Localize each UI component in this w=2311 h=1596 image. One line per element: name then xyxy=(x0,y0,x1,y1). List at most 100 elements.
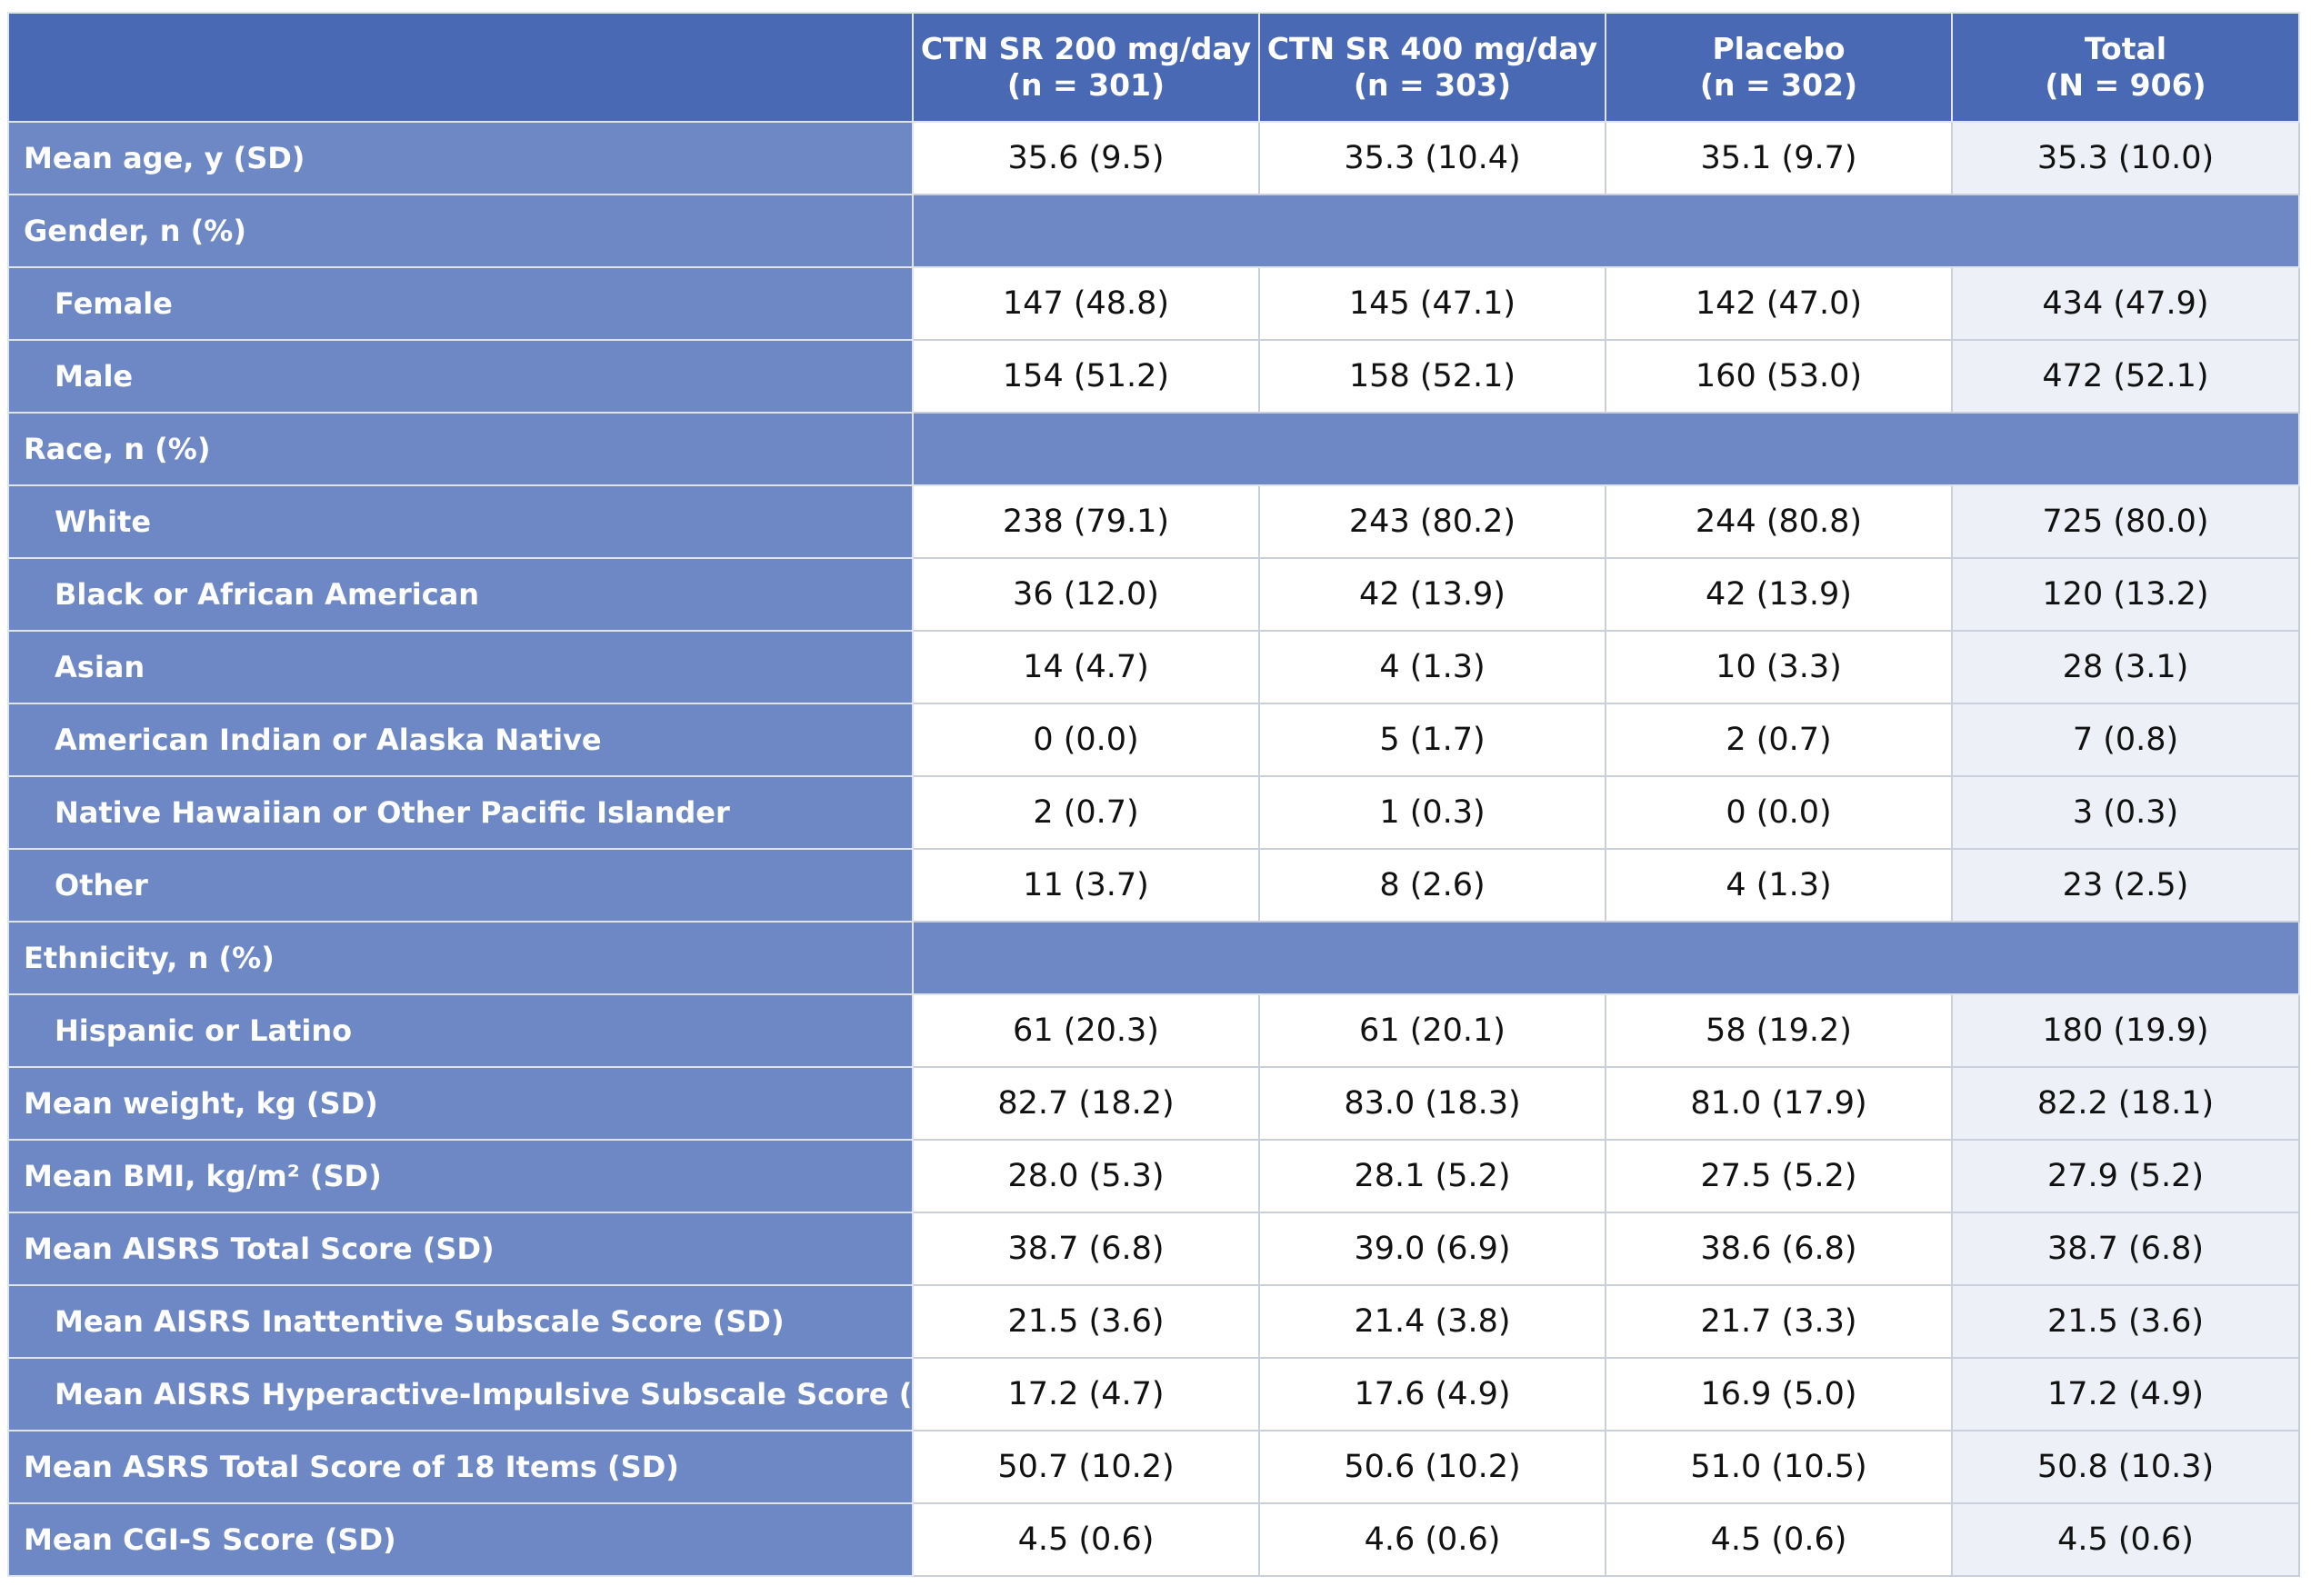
row-label: Asian xyxy=(7,630,914,704)
cell: 27.5 (5.2) xyxy=(1605,1139,1953,1213)
cell: 4.5 (0.6) xyxy=(1605,1502,1953,1577)
table-row: Male 154 (51.2) 158 (52.1) 160 (53.0) 472 (5… xyxy=(7,339,2300,414)
section-fill xyxy=(912,194,2300,268)
section-fill xyxy=(912,412,2300,486)
cell: 158 (52.1) xyxy=(1258,339,1606,414)
table-row: Black or African American 36 (12.0) 42 (13… xyxy=(7,557,2300,632)
cell: 4.6 (0.6) xyxy=(1258,1502,1606,1577)
table-row: Mean AISRS Total Score (SD) 38.7 (6.8) 39.… xyxy=(7,1212,2300,1286)
cell: 2 (0.7) xyxy=(912,775,1260,850)
row-label: White xyxy=(7,484,914,559)
cell: 725 (80.0) xyxy=(1951,484,2300,559)
cell: 5 (1.7) xyxy=(1258,703,1606,777)
row-label: Other xyxy=(7,848,914,923)
table-row: Mean CGI-S Score (SD) 4.5 (0.6) 4.6 (0.6) 4… xyxy=(7,1502,2300,1577)
cell: 81.0 (17.9) xyxy=(1605,1066,1953,1141)
cell: 10 (3.3) xyxy=(1605,630,1953,704)
row-label: Gender, n (%) xyxy=(7,194,914,268)
row-label: Ethnicity, n (%) xyxy=(7,921,914,995)
table-row: Mean AISRS Hyperactive-Impulsive Subscal… xyxy=(7,1357,2300,1431)
cell: 28.1 (5.2) xyxy=(1258,1139,1606,1213)
cell: 4.5 (0.6) xyxy=(912,1502,1260,1577)
cell: 120 (13.2) xyxy=(1951,557,2300,632)
table-row: Mean age, y (SD) 35.6 (9.5) 35.3 (10.4) 35.… xyxy=(7,121,2300,195)
row-label: American Indian or Alaska Native xyxy=(7,703,914,777)
cell: 61 (20.1) xyxy=(1258,993,1606,1068)
cell: 145 (47.1) xyxy=(1258,266,1606,341)
cell: 42 (13.9) xyxy=(1258,557,1606,632)
table-row: Mean AISRS Inattentive Subscale Score (S… xyxy=(7,1284,2300,1359)
cell: 434 (47.9) xyxy=(1951,266,2300,341)
cell: 21.7 (3.3) xyxy=(1605,1284,1953,1359)
cell: 0 (0.0) xyxy=(1605,775,1953,850)
table-body: Mean age, y (SD) 35.6 (9.5) 35.3 (10.4) 35.… xyxy=(7,121,2300,1577)
row-label: Race, n (%) xyxy=(7,412,914,486)
cell: 11 (3.7) xyxy=(912,848,1260,923)
table-row: Race, n (%) xyxy=(7,412,2300,486)
cell: 28 (3.1) xyxy=(1951,630,2300,704)
cell: 39.0 (6.9) xyxy=(1258,1212,1606,1286)
table-row: Gender, n (%) xyxy=(7,194,2300,268)
row-label: Mean ASRS Total Score of 18 Items (SD) xyxy=(7,1430,914,1504)
column-header: Total (N = 906) xyxy=(1951,12,2300,123)
table-row: Asian 14 (4.7) 4 (1.3) 10 (3.3) 28 (3.1) xyxy=(7,630,2300,704)
cell: 3 (0.3) xyxy=(1951,775,2300,850)
cell: 35.3 (10.0) xyxy=(1951,121,2300,195)
cell: 82.7 (18.2) xyxy=(912,1066,1260,1141)
row-label: Mean AISRS Hyperactive-Impulsive Subscal… xyxy=(7,1357,914,1431)
table-row: Female 147 (48.8) 145 (47.1) 142 (47.0) 434 … xyxy=(7,266,2300,341)
cell: 4 (1.3) xyxy=(1605,848,1953,923)
cell: 154 (51.2) xyxy=(912,339,1260,414)
cell: 23 (2.5) xyxy=(1951,848,2300,923)
row-label: Mean CGI-S Score (SD) xyxy=(7,1502,914,1577)
table-row: Hispanic or Latino 61 (20.3) 61 (20.1) 58 (… xyxy=(7,993,2300,1068)
section-fill xyxy=(912,921,2300,995)
cell: 21.5 (3.6) xyxy=(912,1284,1260,1359)
demographics-table: CTN SR 200 mg/day (n = 301) CTN SR 400 mg… xyxy=(7,12,2300,1577)
table-row: American Indian or Alaska Native 0 (0.0) 5… xyxy=(7,703,2300,777)
cell: 58 (19.2) xyxy=(1605,993,1953,1068)
row-label: Mean AISRS Total Score (SD) xyxy=(7,1212,914,1286)
cell: 17.6 (4.9) xyxy=(1258,1357,1606,1431)
cell: 50.6 (10.2) xyxy=(1258,1430,1606,1504)
cell: 83.0 (18.3) xyxy=(1258,1066,1606,1141)
cell: 8 (2.6) xyxy=(1258,848,1606,923)
row-label: Male xyxy=(7,339,914,414)
row-label: Mean AISRS Inattentive Subscale Score (S… xyxy=(7,1284,914,1359)
cell: 42 (13.9) xyxy=(1605,557,1953,632)
row-label: Female xyxy=(7,266,914,341)
cell: 1 (0.3) xyxy=(1258,775,1606,850)
cell: 35.1 (9.7) xyxy=(1605,121,1953,195)
cell: 28.0 (5.3) xyxy=(912,1139,1260,1213)
cell: 244 (80.8) xyxy=(1605,484,1953,559)
cell: 35.6 (9.5) xyxy=(912,121,1260,195)
cell: 14 (4.7) xyxy=(912,630,1260,704)
cell: 243 (80.2) xyxy=(1258,484,1606,559)
cell: 35.3 (10.4) xyxy=(1258,121,1606,195)
cell: 38.7 (6.8) xyxy=(912,1212,1260,1286)
table-row: Mean weight, kg (SD) 82.7 (18.2) 83.0 (18.… xyxy=(7,1066,2300,1141)
header-row: CTN SR 200 mg/day (n = 301) CTN SR 400 mg… xyxy=(7,12,2300,123)
cell: 180 (19.9) xyxy=(1951,993,2300,1068)
cell: 61 (20.3) xyxy=(912,993,1260,1068)
row-label: Mean weight, kg (SD) xyxy=(7,1066,914,1141)
cell: 238 (79.1) xyxy=(912,484,1260,559)
cell: 21.4 (3.8) xyxy=(1258,1284,1606,1359)
cell: 4 (1.3) xyxy=(1258,630,1606,704)
cell: 160 (53.0) xyxy=(1605,339,1953,414)
table-row: White 238 (79.1) 243 (80.2) 244 (80.8) 725 (… xyxy=(7,484,2300,559)
table-row: Ethnicity, n (%) xyxy=(7,921,2300,995)
cell: 2 (0.7) xyxy=(1605,703,1953,777)
column-header: CTN SR 200 mg/day (n = 301) xyxy=(912,12,1260,123)
cell: 17.2 (4.7) xyxy=(912,1357,1260,1431)
column-header: Placebo (n = 302) xyxy=(1605,12,1953,123)
table-row: Native Hawaiian or Other Pacific Islande… xyxy=(7,775,2300,850)
cell: 51.0 (10.5) xyxy=(1605,1430,1953,1504)
cell: 38.7 (6.8) xyxy=(1951,1212,2300,1286)
cell: 82.2 (18.1) xyxy=(1951,1066,2300,1141)
cell: 472 (52.1) xyxy=(1951,339,2300,414)
cell: 27.9 (5.2) xyxy=(1951,1139,2300,1213)
table-row: Other 11 (3.7) 8 (2.6) 4 (1.3) 23 (2.5) xyxy=(7,848,2300,923)
row-label: Black or African American xyxy=(7,557,914,632)
